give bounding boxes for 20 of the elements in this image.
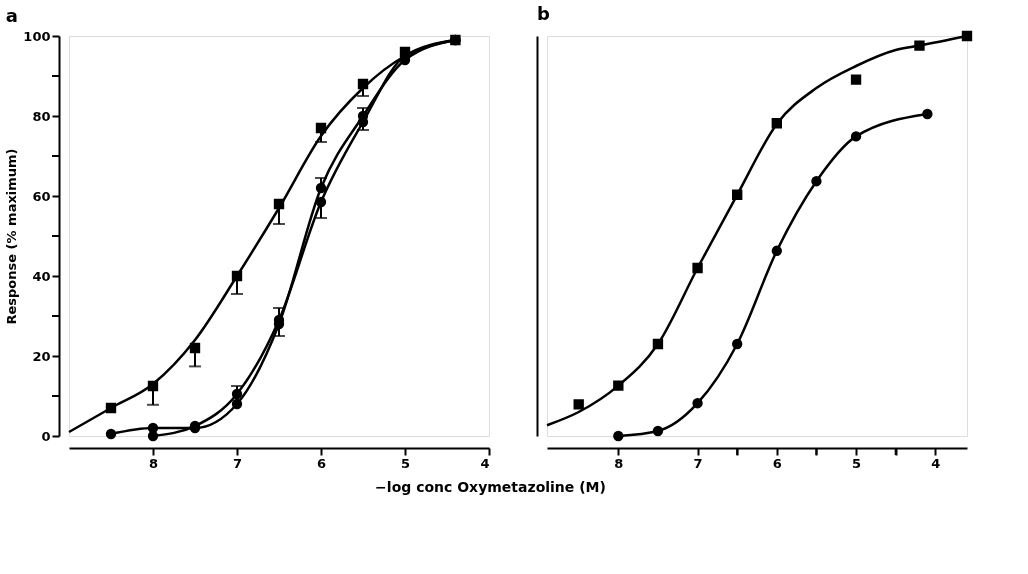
x-tick-label: 4 (931, 455, 941, 471)
x-tick-label: 6 (772, 455, 782, 471)
x-tick-label: 7 (232, 455, 243, 471)
x-tick-label: 5 (400, 455, 411, 471)
x-tick-label: 6 (316, 455, 327, 471)
y-tick-label: 0 (41, 428, 51, 444)
x-tick-label: 4 (480, 455, 490, 471)
y-tick-label: 60 (32, 188, 51, 204)
y-tick-label: 80 (32, 108, 51, 124)
y-tick-label: 100 (23, 28, 51, 44)
x-axis-title: −log conc Oxymetazoline (M) (375, 478, 606, 495)
chart-title: b (537, 2, 550, 24)
x-tick-label: 7 (693, 455, 703, 471)
x-tick-label: 5 (852, 455, 862, 471)
x-tick-label: 8 (614, 455, 624, 471)
chart-title: a (5, 5, 19, 26)
y-tick-label: 20 (32, 348, 51, 364)
x-tick-label: 8 (148, 455, 159, 471)
y-axis-title: Response (% maximum) (4, 148, 20, 325)
y-tick-label: 40 (32, 268, 51, 284)
